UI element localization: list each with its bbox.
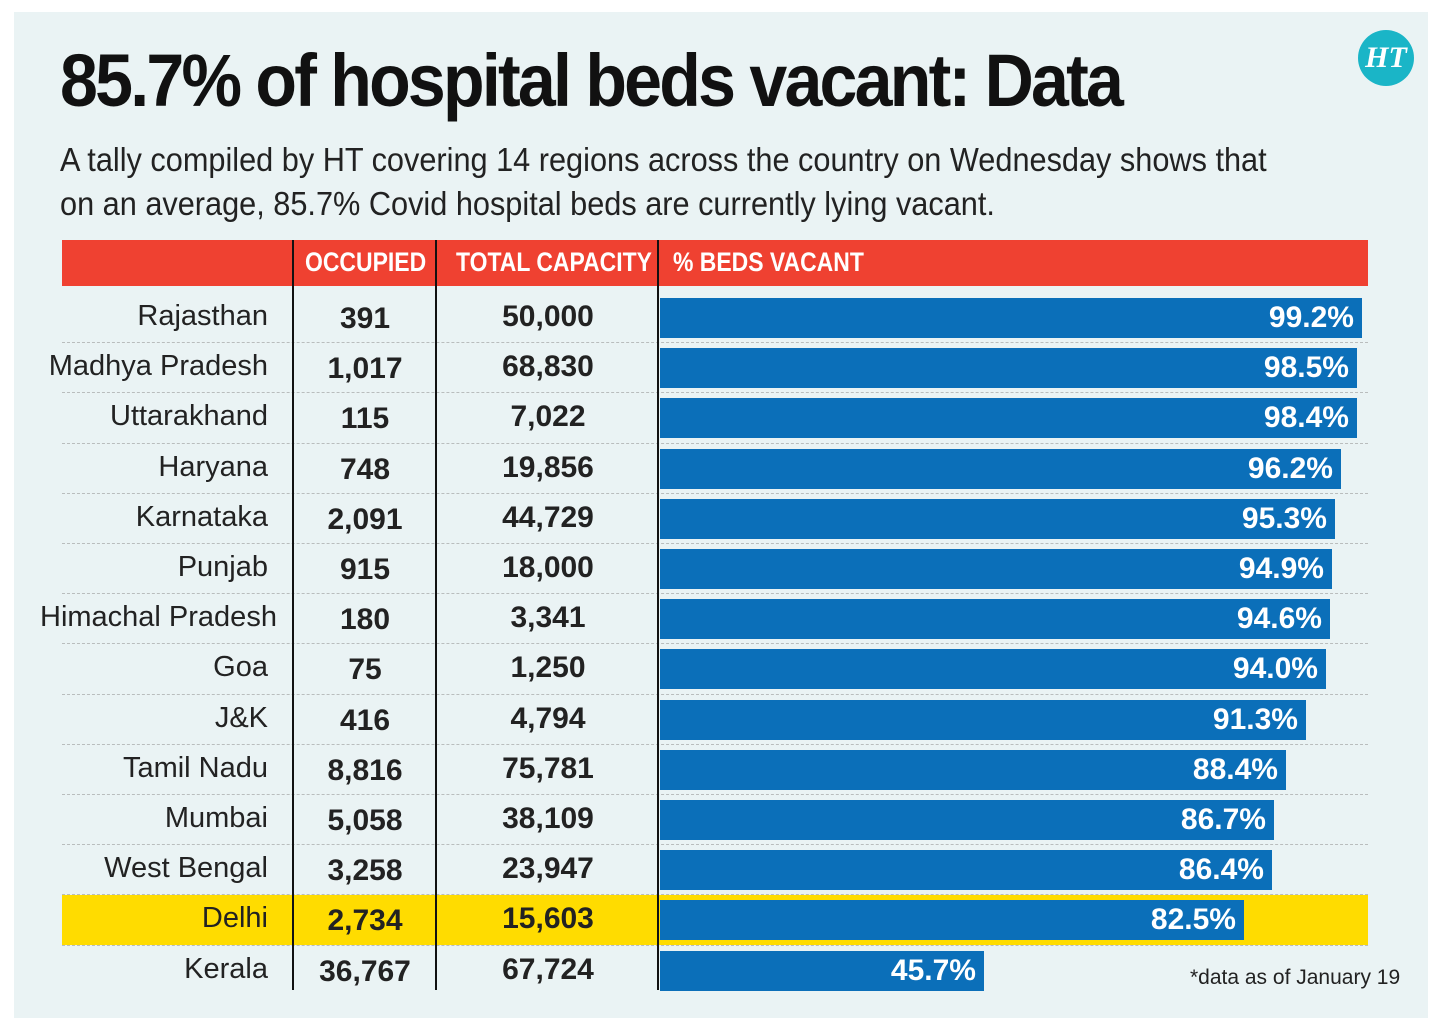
vacant-bar-label: 94.6% <box>1236 602 1322 635</box>
state-label: J&K <box>214 702 268 734</box>
state-label: Uttarakhand <box>110 400 268 432</box>
chart-subtitle: A tally compiled by HT covering 14 regio… <box>60 141 1267 222</box>
row-separator <box>62 894 1368 895</box>
occupied-value: 8,816 <box>327 754 403 787</box>
vacant-bar: 86.4% <box>660 850 1272 890</box>
capacity-value: 75,781 <box>502 752 594 785</box>
vacant-bar: 95.3% <box>660 499 1335 539</box>
capacity-value: 4,794 <box>510 702 586 735</box>
vacant-bar-label: 95.3% <box>1241 502 1327 535</box>
ht-logo: HT <box>1358 30 1414 86</box>
chart-title: 85.7% of hospital beds vacant: Data <box>60 39 1124 122</box>
vacant-bar-label: 96.2% <box>1247 452 1333 485</box>
row-separator <box>62 543 1368 544</box>
capacity-value: 67,724 <box>502 953 594 986</box>
column-header-beds-vacant: % BEDS VACANT <box>673 247 864 277</box>
occupied-value: 416 <box>339 704 391 737</box>
vacant-bar-label: 45.7% <box>890 954 976 987</box>
state-label: Karnataka <box>135 501 268 533</box>
occupied-value: 180 <box>339 603 391 636</box>
occupied-value: 2,734 <box>327 904 403 937</box>
capacity-value: 44,729 <box>502 501 594 534</box>
vacant-bar-label: 82.5% <box>1150 903 1236 936</box>
occupied-value: 75 <box>348 653 382 686</box>
vacant-bar: 94.0% <box>660 649 1326 689</box>
column-divider <box>657 240 659 990</box>
capacity-value: 18,000 <box>502 551 594 584</box>
vacant-bar-label: 86.7% <box>1180 803 1266 836</box>
vacant-bar-label: 98.4% <box>1263 401 1349 434</box>
occupied-value: 3,258 <box>327 854 403 887</box>
table-header-bar <box>62 240 1368 286</box>
state-label: West Bengal <box>104 852 268 884</box>
capacity-value: 1,250 <box>510 651 586 684</box>
capacity-value: 19,856 <box>502 451 594 484</box>
vacant-bar: 88.4% <box>660 750 1286 790</box>
row-separator <box>62 744 1368 745</box>
occupied-value: 915 <box>339 553 391 586</box>
state-label: Himachal Pradesh <box>40 601 277 633</box>
occupied-value: 36,767 <box>319 955 411 988</box>
row-separator <box>62 493 1368 494</box>
state-label: Haryana <box>158 451 268 483</box>
state-label: Madhya Pradesh <box>48 350 268 382</box>
vacant-bar: 98.5% <box>660 348 1357 388</box>
vacant-bar-label: 86.4% <box>1178 853 1264 886</box>
state-label: Delhi <box>201 902 268 934</box>
state-label: Tamil Nadu <box>122 752 268 784</box>
state-label: Punjab <box>177 551 268 583</box>
capacity-value: 3,341 <box>510 601 586 634</box>
vacant-bar: 94.6% <box>660 599 1330 639</box>
capacity-value: 7,022 <box>510 400 586 433</box>
row-separator <box>62 342 1368 343</box>
vacant-bar-label: 91.3% <box>1212 703 1298 736</box>
column-divider <box>292 240 294 990</box>
vacant-bar: 94.9% <box>660 549 1332 589</box>
vacant-bar: 99.2% <box>660 298 1362 338</box>
row-separator <box>62 945 1368 946</box>
vacant-bar: 98.4% <box>660 398 1357 438</box>
vacant-bar: 45.7% <box>660 951 984 991</box>
vacant-bar: 82.5% <box>660 900 1244 940</box>
footnote: *data as of January 19 <box>1190 966 1401 989</box>
occupied-value: 748 <box>339 453 391 486</box>
occupied-value: 391 <box>339 302 391 335</box>
column-header-occupied: OCCUPIED <box>305 247 427 277</box>
occupied-value: 2,091 <box>327 503 403 536</box>
capacity-value: 68,830 <box>502 350 594 383</box>
vacant-bar: 96.2% <box>660 449 1341 489</box>
vacant-bar-label: 88.4% <box>1192 753 1278 786</box>
column-header-total-capacity: TOTAL CAPACITY <box>456 247 652 277</box>
state-label: Mumbai <box>164 802 268 834</box>
state-label: Goa <box>213 651 268 683</box>
state-label: Kerala <box>184 953 268 985</box>
vacant-bar: 86.7% <box>660 800 1274 840</box>
capacity-value: 15,603 <box>502 902 594 935</box>
vacant-bar-label: 98.5% <box>1263 351 1349 384</box>
occupied-value: 5,058 <box>327 804 403 837</box>
occupied-value: 1,017 <box>327 352 403 385</box>
capacity-value: 50,000 <box>502 300 594 333</box>
row-separator <box>62 694 1368 695</box>
capacity-value: 23,947 <box>502 852 594 885</box>
row-separator <box>62 443 1368 444</box>
occupied-value: 115 <box>340 402 390 435</box>
capacity-value: 38,109 <box>502 802 594 835</box>
row-separator <box>62 593 1368 594</box>
state-label: Rajasthan <box>137 300 268 332</box>
row-separator <box>62 643 1368 644</box>
vacant-bar-label: 99.2% <box>1268 301 1354 334</box>
vacant-bar-label: 94.0% <box>1232 652 1318 685</box>
row-separator <box>62 844 1368 845</box>
vacant-bar-label: 94.9% <box>1238 552 1324 585</box>
row-separator <box>62 794 1368 795</box>
row-separator <box>62 392 1368 393</box>
column-divider <box>435 240 437 990</box>
vacant-bar: 91.3% <box>660 700 1306 740</box>
